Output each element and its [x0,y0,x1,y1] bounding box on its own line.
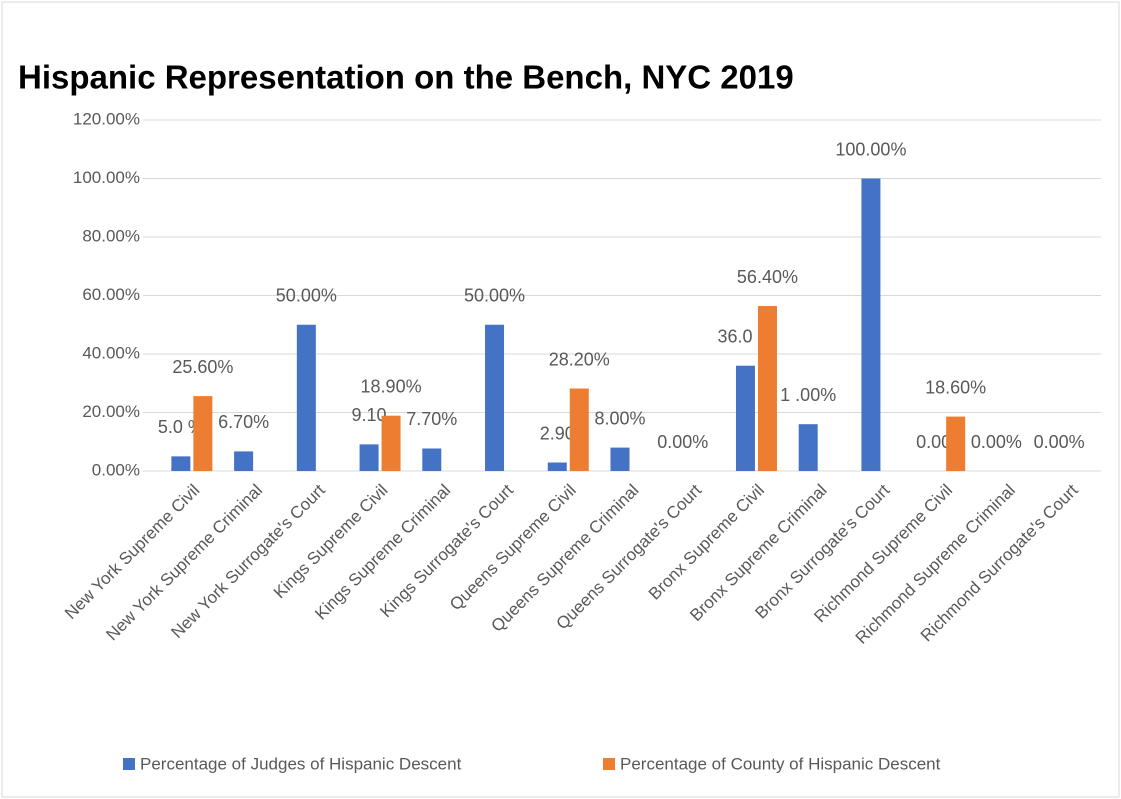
data-label: 0.00% [657,432,708,452]
data-label: 100.00% [835,139,906,159]
legend-swatch [603,758,615,770]
data-label: 28.20% [549,349,610,369]
data-label: 8.00% [594,408,645,428]
bar [359,444,379,471]
data-label: 2.90 [540,423,575,443]
bar [296,324,316,471]
chart-title: Hispanic Representation on the Bench, NY… [18,59,794,96]
bar [547,462,567,471]
data-label: 56.40% [737,267,798,287]
y-tick-label: 40.00% [82,343,140,362]
y-tick-label: 60.00% [82,285,140,304]
bar [798,424,818,471]
y-tick-label: 20.00% [82,402,140,421]
bar [735,365,755,471]
y-tick-label: 80.00% [82,226,140,245]
data-label: 0.00% [971,432,1022,452]
data-label: 18.60% [925,377,986,397]
bar [422,448,442,471]
data-label: 50.00% [464,286,525,306]
data-label: 9.10 [352,405,387,425]
y-tick-label: 0.00% [92,460,140,479]
data-label: 18.90% [361,376,422,396]
legend-label: Percentage of Judges of Hispanic Descent [140,754,462,773]
data-label: 25.60% [172,357,233,377]
data-label: 0.00% [1034,432,1085,452]
y-tick-label: 120.00% [73,109,140,128]
bar [610,447,630,471]
bar [193,396,213,471]
bar [861,178,881,471]
bar [946,416,966,471]
data-label: 50.00% [276,286,337,306]
legend-swatch [123,758,135,770]
data-label: 7.70% [406,409,457,429]
data-label: 0.00 [916,432,951,452]
data-label: 6.70% [218,412,269,432]
bar [171,456,191,471]
data-label: 5.0 % [158,417,204,437]
bar [757,306,777,471]
legend-label: Percentage of County of Hispanic Descent [620,754,941,773]
bar [381,415,401,471]
y-tick-label: 100.00% [73,168,140,187]
data-label: 1 .00% [780,385,836,405]
bar [234,451,254,471]
bar [569,388,589,471]
bar [485,324,505,471]
